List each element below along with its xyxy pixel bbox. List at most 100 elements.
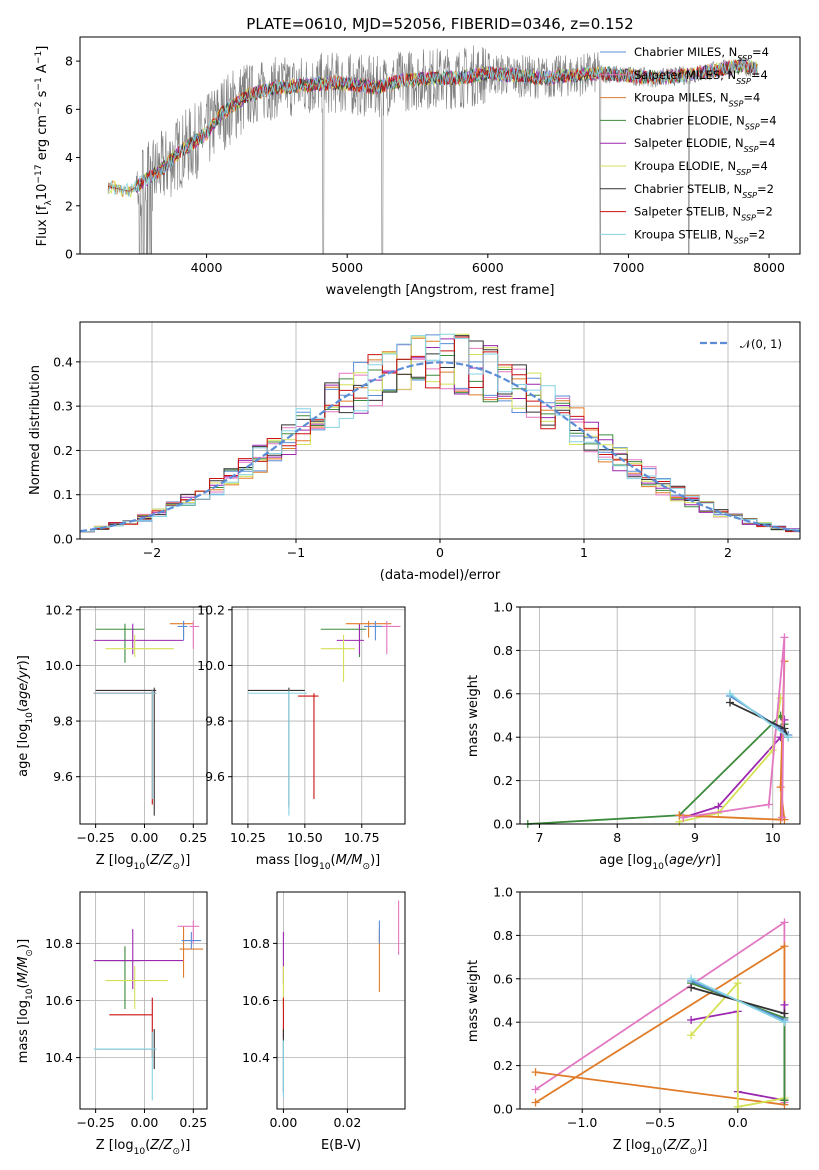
chart-mass_vs_EBV: 0.00 0.02 10.4 10.6 10.8 E(B-V) xyxy=(242,891,406,1153)
y-tick-label: 8 xyxy=(65,54,73,69)
errorbar-point xyxy=(364,620,383,641)
weight-marker xyxy=(780,942,789,951)
errorbar-point xyxy=(105,634,174,658)
y-tick-label: 10.4 xyxy=(45,1050,73,1065)
axes-frame xyxy=(79,321,801,540)
y-tick-label: 0.6 xyxy=(493,686,513,701)
y-tick-label: 0.6 xyxy=(493,971,513,986)
y-tick-label: 0.8 xyxy=(493,928,513,943)
weight-marker xyxy=(531,1068,540,1077)
x-tick-label: 8 xyxy=(613,830,621,845)
axes-frame xyxy=(79,606,208,825)
legend-entry: Chabrier STELIB, NSSP=2 xyxy=(634,182,774,200)
y-axis-label: age [log10(age/yr)] xyxy=(16,655,35,777)
weight-marker xyxy=(780,918,789,927)
errorbar-point xyxy=(93,929,184,990)
x-axis-label: wavelength [Angstrom, rest frame] xyxy=(326,283,555,298)
errorbar-point xyxy=(320,634,355,683)
y-tick-label: 0.0 xyxy=(493,817,513,832)
figure-title: PLATE=0610, MJD=52056, FIBERID=0346, z=0… xyxy=(246,15,633,33)
y-tick-label: 9.8 xyxy=(53,714,73,729)
errorbar-point xyxy=(189,620,200,649)
x-tick-label: 0.00 xyxy=(269,1115,297,1130)
x-axis-label: age [log10(age/yr)] xyxy=(599,853,721,872)
x-tick-label: 5000 xyxy=(331,260,363,275)
legend-entry: Salpeter MILES, NSSP=4 xyxy=(634,68,768,86)
y-tick-label: 10.8 xyxy=(242,936,270,951)
x-tick-label: −1.0 xyxy=(567,1115,597,1130)
chart-residuals: −2 −1 0 1 2 0.0 0.1 0.2 0.3 0.4 𝒩(0, 1) (data-model… xyxy=(28,321,801,583)
y-tick-label: 6 xyxy=(65,102,73,117)
y-tick-label: 0.3 xyxy=(53,399,73,414)
legend-entry: Kroupa ELODIE, NSSP=4 xyxy=(634,159,768,177)
y-tick-label: 9.8 xyxy=(205,714,225,729)
weight-marker xyxy=(780,1018,789,1027)
chart-age_vs_mass: 10.25 10.50 10.75 9.6 9.8 10.0 10.2 mass [log10… xyxy=(197,602,406,872)
y-tick-label: 4 xyxy=(65,150,73,165)
legend-entry: Chabrier MILES, NSSP=4 xyxy=(634,45,769,63)
errorbar-point xyxy=(247,687,305,808)
x-tick-label: 9 xyxy=(691,830,699,845)
legend-entry: 𝒩(0, 1) xyxy=(740,337,782,351)
y-tick-label: 0.0 xyxy=(53,532,73,547)
weight-marker xyxy=(726,698,734,707)
x-tick-label: 6000 xyxy=(472,260,504,275)
errorbar-point xyxy=(95,623,145,663)
plot-area xyxy=(523,633,793,828)
x-tick-label: 10.75 xyxy=(344,830,380,845)
y-tick-label: 0.4 xyxy=(493,1015,513,1030)
x-tick-label: −0.25 xyxy=(76,830,114,845)
y-tick-label: 1.0 xyxy=(493,885,513,900)
errorbar-point xyxy=(95,687,157,816)
errorbar-point xyxy=(93,690,157,805)
y-tick-label: 10.8 xyxy=(45,936,73,951)
chart-weight_vs_Z: −1.0 −0.5 0.0 0.0 0.2 0.4 0.6 0.8 1.0 Z [log10(Z/… xyxy=(466,885,801,1157)
weight-marker xyxy=(784,733,793,742)
residual-histogram-step xyxy=(80,336,800,533)
x-tick-label: 7 xyxy=(535,830,543,845)
chart-age_vs_Z: −0.25 0.00 0.25 9.6 9.8 10.0 10.2 Z [log10(Z/Z⊙… xyxy=(16,602,208,872)
residual-histogram-step xyxy=(80,333,800,533)
y-axis-label: mass [log10(M/M⊙)] xyxy=(16,939,35,1063)
weight-marker xyxy=(780,1009,789,1018)
weight-marker xyxy=(778,813,787,822)
errorbar-point xyxy=(181,931,202,950)
model-spectrum-line xyxy=(107,59,758,197)
y-tick-label: 0.2 xyxy=(493,773,513,788)
weight-marker xyxy=(679,813,688,822)
x-tick-label: 4000 xyxy=(191,260,223,275)
plot-area xyxy=(93,920,204,1101)
y-tick-label: 0.4 xyxy=(53,354,73,369)
y-tick-label: 9.6 xyxy=(53,769,73,784)
weight-marker xyxy=(687,1031,696,1040)
y-tick-label: 10.6 xyxy=(45,993,73,1008)
y-tick-label: 9.6 xyxy=(205,769,225,784)
y-tick-label: 10.2 xyxy=(45,602,73,617)
errorbar-point xyxy=(169,620,194,638)
x-tick-label: 0.00 xyxy=(131,1115,159,1130)
legend-entry: Salpeter STELIB, NSSP=2 xyxy=(634,205,773,223)
x-tick-label: 0.0 xyxy=(728,1115,748,1130)
y-axis-label: Flux [fλ10−17 erg cm−2 s−1 A−1] xyxy=(34,46,54,247)
x-axis-label: Z [log10(Z/Z⊙)] xyxy=(96,1138,191,1157)
x-axis-label: E(B-V) xyxy=(321,1138,361,1153)
weight-marker xyxy=(726,689,734,698)
errorbar-point xyxy=(373,620,401,655)
weight-series xyxy=(726,689,793,742)
plot-area xyxy=(282,900,400,1098)
plot-area xyxy=(79,333,801,533)
y-tick-label: 0.1 xyxy=(53,487,73,502)
weight-marker xyxy=(531,1098,540,1107)
y-tick-label: 0 xyxy=(65,247,73,262)
weight-series xyxy=(687,974,789,1027)
y-tick-label: 0.4 xyxy=(493,730,513,745)
x-tick-label: −1 xyxy=(287,545,305,560)
y-tick-label: 2 xyxy=(65,198,73,213)
axes-frame xyxy=(79,891,208,1110)
x-tick-label: 0.25 xyxy=(179,830,207,845)
axes-frame xyxy=(231,606,406,825)
errorbar-point xyxy=(177,920,200,944)
legend-entry: Kroupa MILES, NSSP=4 xyxy=(634,91,760,109)
x-axis-label: mass [log10(M/M⊙)] xyxy=(256,853,380,872)
